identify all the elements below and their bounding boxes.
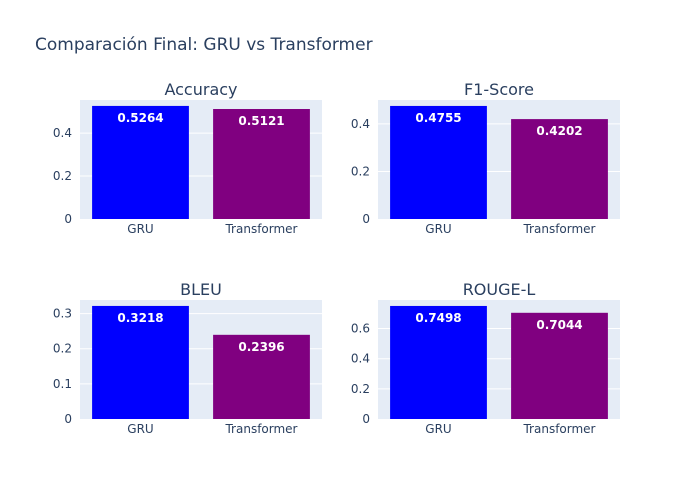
bar-value-label: 0.5264 <box>117 111 163 125</box>
y-tick-label: 0.4 <box>351 352 370 366</box>
bar-accuracy-gru[interactable] <box>92 105 189 219</box>
y-tick-label: 0.1 <box>53 377 72 391</box>
subplot-title-accuracy: Accuracy <box>164 80 237 99</box>
bar-value-label: 0.2396 <box>238 340 284 354</box>
y-tick-label: 0.4 <box>351 117 370 131</box>
bar-value-label: 0.7498 <box>415 311 461 325</box>
subplot-title-rouge-l: ROUGE-L <box>463 280 536 299</box>
bar-rouge-l-gru[interactable] <box>390 305 487 419</box>
y-tick-label: 0.2 <box>53 342 72 356</box>
y-tick-label: 0 <box>64 212 72 226</box>
subplot-title-f1-score: F1-Score <box>464 80 534 99</box>
y-tick-label: 0 <box>64 412 72 426</box>
subplot-rouge-l: ROUGE-L 0 0.2 0.4 0.6 0.7498 GRU 0.7044 Transfor… <box>351 280 620 436</box>
x-tick-label: GRU <box>127 222 153 236</box>
bar-f1-score-gru[interactable] <box>390 105 487 219</box>
subplot-title-bleu: BLEU <box>180 280 222 299</box>
subplot-bleu: BLEU 0 0.1 0.2 0.3 0.3218 GRU 0.2396 Transformer <box>53 280 322 436</box>
subplot-f1-score: F1-Score 0 0.2 0.4 0.4755 GRU 0.4202 Transforme… <box>351 80 620 236</box>
x-tick-label: GRU <box>425 422 451 436</box>
y-tick-label: 0.6 <box>351 322 370 336</box>
bar-value-label: 0.7044 <box>536 318 582 332</box>
figure-title: Comparación Final: GRU vs Transformer <box>35 35 373 55</box>
y-tick-label: 0.3 <box>53 307 72 321</box>
bar-value-label: 0.4755 <box>415 111 461 125</box>
bar-value-label: 0.3218 <box>117 311 163 325</box>
x-tick-label: GRU <box>425 222 451 236</box>
subplot-accuracy: Accuracy 0 0.2 0.4 0.5264 GRU 0.5121 Transforme… <box>53 80 322 236</box>
x-tick-label: GRU <box>127 422 153 436</box>
bar-bleu-gru[interactable] <box>92 305 189 419</box>
bar-rouge-l-transformer[interactable] <box>511 312 608 419</box>
x-tick-label: Transformer <box>522 222 595 236</box>
y-tick-label: 0.4 <box>53 126 72 140</box>
x-tick-label: Transformer <box>522 422 595 436</box>
bar-value-label: 0.4202 <box>536 124 582 138</box>
bar-accuracy-transformer[interactable] <box>213 109 310 219</box>
y-tick-label: 0 <box>362 212 370 226</box>
y-tick-label: 0.2 <box>53 169 72 183</box>
x-tick-label: Transformer <box>224 222 297 236</box>
y-tick-label: 0.2 <box>351 382 370 396</box>
bar-bleu-transformer[interactable] <box>213 334 310 419</box>
bar-f1-score-transformer[interactable] <box>511 119 608 219</box>
y-tick-label: 0.2 <box>351 164 370 178</box>
y-tick-label: 0 <box>362 412 370 426</box>
x-tick-label: Transformer <box>224 422 297 436</box>
bar-value-label: 0.5121 <box>238 114 284 128</box>
